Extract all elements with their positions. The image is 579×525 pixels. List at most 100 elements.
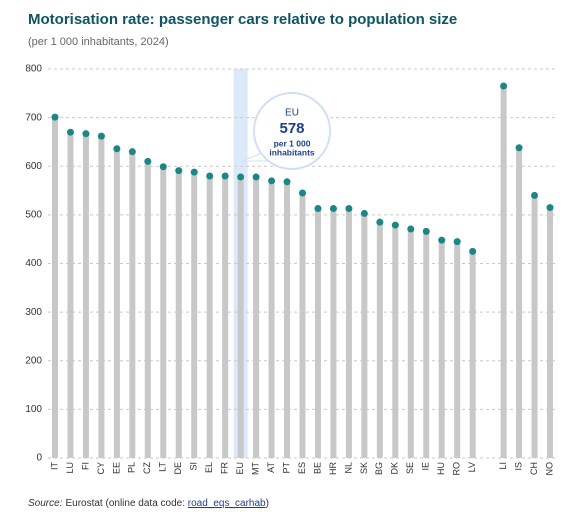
- bar: [191, 172, 198, 458]
- bar: [206, 175, 213, 458]
- bar-marker: [515, 144, 523, 152]
- bar: [129, 151, 136, 458]
- source-end: ): [266, 498, 269, 509]
- x-tick-label: ES: [297, 462, 307, 474]
- x-tick-label: EL: [204, 462, 214, 473]
- bar-marker: [314, 205, 322, 213]
- x-tick-label: CZ: [142, 462, 152, 474]
- y-tick-label: 500: [25, 210, 42, 221]
- source-label: Source:: [28, 498, 63, 509]
- bar-marker: [66, 128, 74, 136]
- source-text: Eurostat (online data code:: [65, 498, 187, 509]
- bar-marker: [113, 145, 121, 153]
- bar: [144, 161, 151, 458]
- bar: [82, 133, 89, 458]
- bar: [299, 192, 306, 458]
- bar: [438, 240, 445, 458]
- bar: [454, 241, 461, 458]
- x-tick-label: CY: [96, 462, 106, 475]
- bar-marker: [97, 132, 105, 140]
- bar-marker: [268, 177, 276, 185]
- x-tick-label: DK: [390, 462, 400, 475]
- bar-marker: [82, 130, 90, 138]
- x-tick-label: BE: [312, 462, 322, 474]
- y-tick-label: 800: [25, 64, 42, 75]
- bar: [531, 195, 538, 459]
- x-tick-label: IS: [513, 462, 523, 471]
- y-tick-label: 400: [25, 258, 42, 269]
- bar: [376, 222, 383, 458]
- source-note: Source: Eurostat (online data code: road_…: [28, 498, 269, 509]
- y-tick-label: 700: [25, 112, 42, 123]
- chart-subtitle: (per 1 000 inhabitants, 2024): [28, 36, 169, 48]
- x-tick-label: IT: [49, 461, 59, 470]
- x-tick-label: LT: [158, 462, 168, 472]
- x-tick-label: SI: [189, 462, 199, 471]
- x-tick-label: SK: [359, 462, 369, 474]
- y-tick-label: 600: [25, 161, 42, 172]
- x-tick-label: PL: [127, 462, 137, 473]
- bar: [67, 132, 74, 458]
- bar-marker: [206, 172, 214, 180]
- bar: [361, 213, 368, 458]
- bar-marker: [407, 225, 415, 233]
- callout-text: per 1 000: [274, 138, 311, 148]
- bar: [469, 251, 476, 458]
- bar: [222, 175, 229, 458]
- bar-marker: [422, 227, 430, 235]
- x-tick-label: HU: [436, 462, 446, 475]
- bar-marker: [252, 173, 260, 181]
- x-tick-label: AT: [266, 462, 276, 473]
- y-tick-label: 0: [36, 453, 42, 464]
- bar: [407, 228, 414, 458]
- source-link[interactable]: road_eqs_carhab: [188, 498, 266, 509]
- x-tick-label: MT: [250, 462, 260, 475]
- bar: [160, 166, 167, 458]
- y-tick-label: 300: [25, 307, 42, 318]
- bar: [500, 86, 507, 459]
- bar-marker: [159, 163, 167, 171]
- bar: [345, 208, 352, 458]
- bar-marker: [531, 191, 539, 199]
- chart-title: Motorisation rate: passenger cars relati…: [28, 11, 457, 28]
- bar-marker: [144, 157, 152, 165]
- bar-marker: [51, 113, 59, 121]
- x-tick-label: SE: [405, 462, 415, 474]
- bar-marker: [190, 168, 198, 176]
- x-tick-label: LV: [467, 462, 477, 472]
- bar-marker: [391, 221, 399, 229]
- bar: [284, 181, 291, 458]
- bar-marker: [237, 173, 245, 181]
- bar-marker: [175, 167, 183, 175]
- x-tick-label: IE: [421, 462, 431, 471]
- bar: [52, 117, 58, 459]
- bar: [392, 225, 399, 458]
- x-tick-label: EU: [235, 462, 245, 475]
- x-tick-label: NL: [343, 462, 353, 474]
- bar: [237, 176, 244, 458]
- x-tick-label: NO: [544, 462, 554, 476]
- bar: [113, 148, 120, 458]
- bar: [547, 207, 553, 458]
- callout-label: EU: [285, 108, 299, 119]
- bar: [268, 180, 275, 458]
- x-tick-label: FR: [220, 462, 230, 474]
- bar-marker: [299, 189, 306, 197]
- x-tick-label: RO: [452, 462, 462, 476]
- x-tick-label: FI: [80, 462, 90, 470]
- bar: [423, 231, 430, 458]
- bar-marker: [376, 218, 384, 226]
- bar-marker: [329, 205, 337, 213]
- bar: [516, 147, 523, 458]
- x-tick-label: DE: [173, 462, 183, 475]
- bar: [98, 136, 105, 459]
- x-tick-label: LI: [498, 462, 508, 470]
- y-tick-label: 100: [25, 404, 42, 415]
- bar: [314, 208, 321, 458]
- callout-bubble: [253, 92, 331, 170]
- bar-marker: [438, 236, 446, 244]
- x-tick-label: PT: [281, 462, 291, 474]
- bar-marker: [283, 178, 291, 186]
- bar-marker: [469, 247, 477, 255]
